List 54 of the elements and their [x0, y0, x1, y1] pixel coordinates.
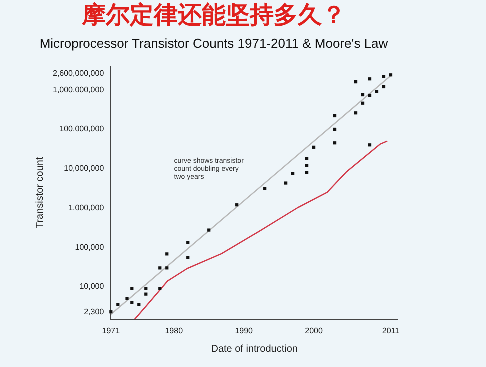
point	[368, 144, 372, 147]
point	[144, 292, 148, 296]
y-axis-title: Transistor count	[34, 157, 46, 229]
point	[368, 94, 372, 98]
point	[333, 128, 337, 132]
x-tick-label: 1990	[235, 326, 254, 336]
point	[305, 164, 309, 168]
point	[292, 172, 295, 176]
point	[284, 182, 288, 185]
point	[110, 310, 113, 314]
point	[130, 287, 134, 290]
point	[186, 241, 190, 244]
chart-title: 摩尔定律还能坚持多久？	[81, 2, 346, 30]
x-axis-title: Date of introduction	[211, 344, 298, 355]
point	[138, 303, 141, 306]
point	[333, 142, 337, 145]
point	[144, 287, 148, 290]
point	[354, 80, 358, 84]
point	[158, 266, 162, 270]
point	[264, 187, 267, 190]
point	[166, 266, 169, 270]
x-tick-label: 2011	[382, 326, 400, 336]
point	[354, 112, 358, 115]
point	[305, 157, 309, 160]
y-tick-label: 10,000,000	[64, 164, 105, 174]
point	[361, 93, 365, 97]
y-tick-label: 1,000,000	[68, 203, 105, 212]
chart-subtitle: Microprocessor Transistor Counts 1971-2011 & Moore's Law	[40, 36, 389, 52]
x-tick-label: 1980	[165, 326, 184, 336]
y-tick-label: 2,600,000,000	[52, 68, 105, 78]
point	[382, 85, 386, 89]
point	[375, 90, 379, 94]
point	[208, 228, 211, 232]
x-tick-label: 2000	[305, 326, 324, 336]
y-tick-label: 1,000,000,000	[52, 85, 105, 94]
point	[126, 297, 129, 300]
point	[305, 171, 309, 174]
point	[389, 74, 393, 77]
y-tick-label: 10,000	[80, 282, 105, 292]
point	[166, 252, 169, 256]
y-tick-label: 2,300	[84, 307, 105, 316]
y-tick-label: 100,000	[75, 242, 105, 252]
point	[130, 301, 134, 304]
point	[116, 303, 120, 306]
point	[158, 287, 162, 290]
point	[186, 256, 190, 260]
y-tick-label: 100,000,000	[60, 124, 105, 134]
point	[312, 146, 316, 149]
x-tick-label: 1971	[102, 326, 121, 336]
point	[236, 204, 239, 207]
point	[368, 78, 372, 81]
point	[361, 102, 365, 105]
point	[382, 75, 386, 78]
point	[333, 114, 337, 118]
